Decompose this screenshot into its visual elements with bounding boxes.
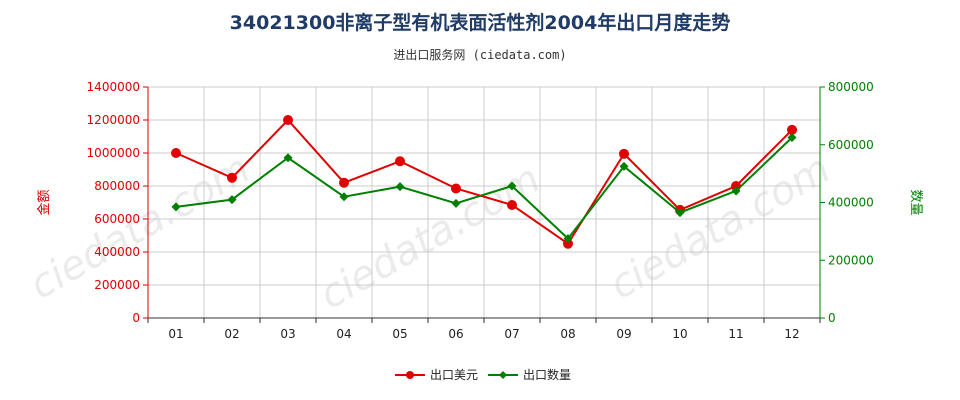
right-tick-label: 600000 (828, 138, 874, 152)
point-qty (395, 182, 405, 192)
point-qty (563, 234, 573, 244)
x-axis-ticks: 01 02 03 04 05 06 07 08 09 10 11 12 (147, 318, 821, 341)
chart-title: 34021300非离子型有机表面活性剂2004年出口月度走势 (229, 12, 731, 34)
point-qty (619, 161, 629, 171)
right-axis-title: 数量 (908, 189, 923, 215)
legend-label-qty: 出口数量 (523, 367, 571, 382)
point-qty (451, 198, 461, 208)
x-tick-label: 12 (784, 327, 799, 341)
x-tick-label: 05 (392, 327, 407, 341)
legend-marker-usd (406, 371, 414, 379)
left-tick-label: 400000 (94, 245, 140, 259)
point-qty (339, 192, 349, 202)
svg-text:ciedata.com: ciedata.com (22, 146, 258, 309)
point-qty (787, 133, 797, 143)
point-usd (227, 172, 237, 183)
series-line-qty (175, 136, 793, 241)
x-tick-label: 04 (336, 327, 351, 341)
point-usd (507, 199, 517, 210)
legend: 出口美元 出口数量 (395, 367, 571, 382)
legend-marker-qty (499, 371, 507, 379)
point-usd (395, 156, 405, 167)
x-tick-label: 11 (728, 327, 743, 341)
left-tick-label: 800000 (94, 179, 140, 193)
left-tick-label: 1200000 (87, 113, 140, 127)
right-axis-ticks: 0 200000 400000 600000 800000 (820, 80, 874, 325)
x-tick-label: 02 (224, 327, 239, 341)
x-tick-label: 06 (448, 327, 463, 341)
left-tick-label: 600000 (94, 212, 140, 226)
legend-label-usd: 出口美元 (430, 368, 478, 382)
right-tick-label: 400000 (828, 196, 874, 210)
point-usd (619, 148, 629, 159)
x-tick-label: 09 (616, 327, 631, 341)
point-usd (283, 115, 293, 125)
x-tick-label: 07 (504, 327, 519, 341)
point-qty (227, 195, 237, 205)
point-usd (171, 148, 181, 158)
right-tick-label: 0 (828, 311, 836, 325)
point-qty (507, 181, 517, 191)
point-usd (451, 183, 461, 194)
point-qty (171, 202, 181, 212)
left-axis-title: 金额 (36, 189, 52, 215)
left-tick-label: 0 (132, 311, 140, 325)
left-tick-label: 200000 (94, 278, 140, 292)
point-qty (675, 208, 685, 218)
point-qty (731, 186, 741, 196)
x-tick-label: 10 (672, 327, 687, 341)
point-usd (787, 124, 797, 135)
watermark: ciedata.com ciedata.com ciedata.com (22, 146, 838, 319)
series-layer (171, 115, 797, 249)
point-qty (283, 153, 293, 163)
x-tick-label: 08 (560, 327, 575, 341)
x-tick-label: 03 (280, 327, 295, 341)
point-usd (339, 177, 349, 188)
left-axis-ticks: 0 200000 400000 600000 800000 1000000 1200000 1… (87, 80, 148, 325)
x-tick-label: 01 (168, 327, 183, 341)
right-tick-label: 800000 (828, 80, 874, 94)
point-usd (563, 238, 573, 249)
chart-subtitle: 进出口服务网 (ciedata.com) (393, 48, 567, 62)
left-tick-label: 1000000 (87, 146, 140, 160)
left-tick-label: 1400000 (87, 80, 140, 94)
series-line-usd (175, 118, 793, 246)
svg-text:ciedata.com: ciedata.com (602, 146, 838, 309)
right-tick-label: 200000 (828, 253, 874, 267)
